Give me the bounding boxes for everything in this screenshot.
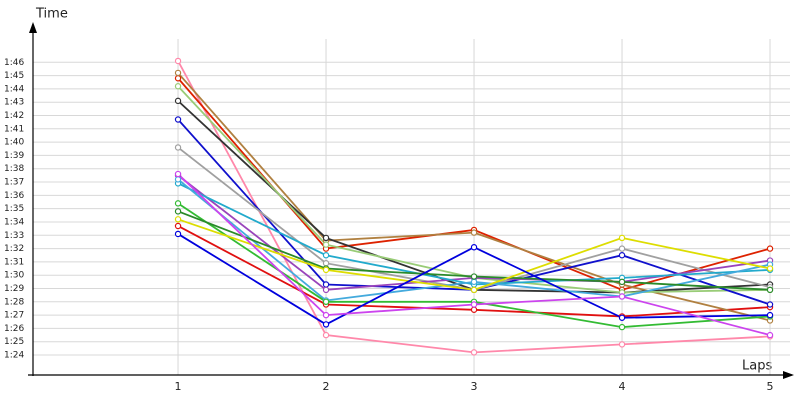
data-point bbox=[174, 83, 182, 90]
x-tick-label: 1 bbox=[175, 380, 182, 393]
data-point bbox=[470, 273, 478, 280]
data-point bbox=[766, 301, 774, 308]
y-tick-label: 1:39 bbox=[4, 151, 24, 161]
data-point bbox=[618, 341, 626, 348]
x-tick-label: 2 bbox=[323, 380, 330, 393]
y-tick-label: 1:35 bbox=[4, 204, 24, 214]
data-point bbox=[618, 323, 626, 331]
data-point bbox=[470, 349, 478, 356]
y-tick-label: 1:33 bbox=[4, 231, 24, 241]
data-point bbox=[766, 331, 774, 339]
data-point bbox=[322, 266, 330, 274]
data-point bbox=[322, 260, 330, 267]
y-tick-label: 1:38 bbox=[4, 164, 24, 174]
data-point bbox=[174, 216, 182, 223]
data-point bbox=[766, 245, 774, 252]
data-point bbox=[322, 331, 330, 339]
data-point bbox=[174, 69, 182, 77]
data-point bbox=[174, 222, 182, 230]
data-point bbox=[174, 97, 182, 105]
data-point bbox=[766, 265, 774, 272]
data-point bbox=[174, 208, 182, 215]
data-point bbox=[618, 252, 626, 259]
data-point bbox=[174, 57, 182, 65]
y-tick-label: 1:41 bbox=[4, 124, 24, 134]
y-tick-label: 1:43 bbox=[4, 98, 24, 108]
y-tick-label: 1:36 bbox=[4, 191, 24, 201]
y-tick-label: 1:46 bbox=[4, 58, 24, 68]
x-tick-label: 3 bbox=[471, 380, 478, 393]
data-point bbox=[322, 286, 330, 294]
x-tick-label: 4 bbox=[619, 380, 626, 393]
data-point bbox=[470, 244, 478, 251]
data-point bbox=[470, 306, 478, 313]
data-point bbox=[322, 241, 330, 248]
y-tick-label: 1:44 bbox=[4, 84, 24, 94]
y-tick-label: 1:34 bbox=[4, 217, 24, 227]
data-point bbox=[322, 321, 330, 328]
y-tick-label: 1:42 bbox=[4, 111, 24, 121]
data-point bbox=[470, 286, 478, 294]
x-axis-label: Laps bbox=[742, 359, 772, 374]
data-point bbox=[322, 311, 330, 319]
data-point bbox=[174, 200, 182, 207]
data-point bbox=[174, 75, 182, 82]
y-tick-label: 1:45 bbox=[4, 71, 24, 81]
data-point bbox=[618, 234, 626, 242]
y-axis-arrow bbox=[29, 22, 37, 33]
y-tick-label: 1:40 bbox=[4, 138, 24, 148]
data-point bbox=[322, 298, 330, 306]
data-point bbox=[322, 252, 330, 259]
data-point bbox=[322, 281, 330, 288]
data-point bbox=[618, 293, 626, 300]
data-point bbox=[618, 314, 626, 321]
data-point bbox=[174, 116, 182, 123]
data-point bbox=[174, 176, 182, 183]
y-tick-label: 1:27 bbox=[4, 311, 24, 321]
y-tick-label: 1:26 bbox=[4, 324, 24, 334]
data-point bbox=[174, 144, 182, 151]
y-tick-label: 1:32 bbox=[4, 244, 24, 254]
data-point bbox=[174, 170, 182, 178]
x-axis-arrow bbox=[783, 371, 794, 379]
grid bbox=[33, 39, 790, 375]
y-tick-label: 1:29 bbox=[4, 284, 24, 294]
plot-area bbox=[174, 57, 774, 356]
data-point bbox=[618, 245, 626, 252]
data-point bbox=[766, 286, 774, 294]
y-tick-label: 1:30 bbox=[4, 271, 24, 281]
data-point bbox=[618, 278, 626, 286]
data-point bbox=[322, 234, 330, 242]
y-tick-label: 1:31 bbox=[4, 257, 24, 267]
x-tick-label: 5 bbox=[767, 380, 774, 393]
y-tick-label: 1:24 bbox=[4, 351, 24, 361]
y-tick-label: 1:37 bbox=[4, 178, 24, 188]
y-tick-label: 1:28 bbox=[4, 297, 24, 307]
data-point bbox=[766, 311, 774, 319]
data-point bbox=[470, 278, 478, 286]
y-tick-label: 1:25 bbox=[4, 337, 24, 347]
y-axis-label: Time bbox=[35, 7, 68, 22]
data-point bbox=[470, 229, 478, 236]
data-point bbox=[470, 301, 478, 308]
data-point bbox=[174, 230, 182, 238]
